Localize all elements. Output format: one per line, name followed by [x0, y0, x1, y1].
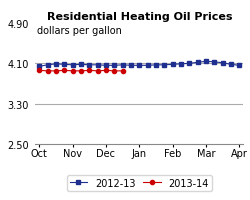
2012-13 — [38, 66, 41, 68]
2012-13 — [162, 64, 165, 67]
2012-13 — [46, 64, 49, 67]
Legend: 2012-13, 2013-14: 2012-13, 2013-14 — [66, 175, 211, 191]
Line: 2013-14: 2013-14 — [37, 69, 124, 74]
2013-14 — [62, 70, 66, 72]
2012-13 — [137, 65, 140, 67]
2012-13 — [96, 64, 99, 67]
2013-14 — [104, 70, 107, 72]
2013-14 — [46, 70, 49, 73]
2012-13 — [204, 61, 207, 63]
2012-13 — [195, 62, 198, 64]
2012-13 — [79, 64, 82, 66]
2012-13 — [237, 65, 240, 67]
2012-13 — [71, 64, 74, 67]
2013-14 — [38, 70, 41, 72]
Text: dollars per gallon: dollars per gallon — [37, 26, 121, 36]
2012-13 — [220, 62, 223, 65]
2012-13 — [104, 65, 107, 67]
2012-13 — [121, 64, 124, 67]
2012-13 — [146, 65, 148, 67]
2012-13 — [88, 64, 90, 67]
2012-13 — [62, 64, 66, 66]
2013-14 — [112, 70, 115, 73]
2013-14 — [79, 70, 82, 73]
2012-13 — [179, 63, 182, 66]
2012-13 — [112, 65, 115, 67]
2013-14 — [96, 70, 99, 73]
2013-14 — [121, 70, 124, 73]
2012-13 — [54, 63, 57, 66]
2012-13 — [154, 64, 157, 67]
2013-14 — [88, 70, 90, 72]
2012-13 — [170, 64, 173, 66]
2012-13 — [129, 65, 132, 67]
Title: Residential Heating Oil Prices: Residential Heating Oil Prices — [46, 12, 231, 22]
2012-13 — [228, 64, 232, 66]
2012-13 — [187, 63, 190, 65]
Line: 2012-13: 2012-13 — [37, 60, 240, 69]
2012-13 — [212, 61, 215, 64]
2013-14 — [71, 70, 74, 73]
2013-14 — [54, 70, 57, 73]
